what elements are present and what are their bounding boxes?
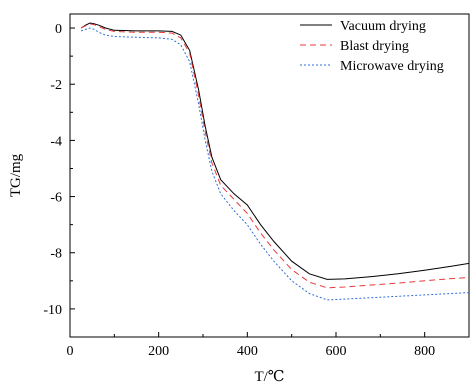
y-axis: 0 -2 -4 -6 -8 -10 [43,22,75,338]
legend: Vacuum drying Blast drying Microwave dryin… [300,19,444,74]
x-axis: 0 200 400 600 800 [67,332,435,359]
legend-label: Blast drying [340,39,409,54]
y-tick-label: -2 [50,78,62,93]
x-tick-label: 400 [237,344,258,359]
legend-label: Microwave drying [340,59,444,74]
y-axis-label: TG/mg [8,153,24,197]
series-line-0 [80,22,470,280]
series-line-1 [80,23,470,289]
plot-area [69,13,470,338]
legend-label: Vacuum drying [340,19,426,34]
y-tick-label: -6 [50,191,62,206]
y-tick-label: -10 [43,303,62,318]
series-line-2 [80,27,470,301]
x-tick-label: 800 [414,344,435,359]
y-tick-label: -4 [50,134,62,149]
series-lines [80,22,470,301]
y-tick-label: 0 [55,22,62,37]
x-axis-label: T/℃ [254,369,284,385]
x-tick-label: 600 [326,344,347,359]
plot-frame [69,13,470,338]
x-tick-label: 200 [148,344,169,359]
y-tick-label: -8 [50,247,62,262]
x-tick-label: 0 [67,344,74,359]
